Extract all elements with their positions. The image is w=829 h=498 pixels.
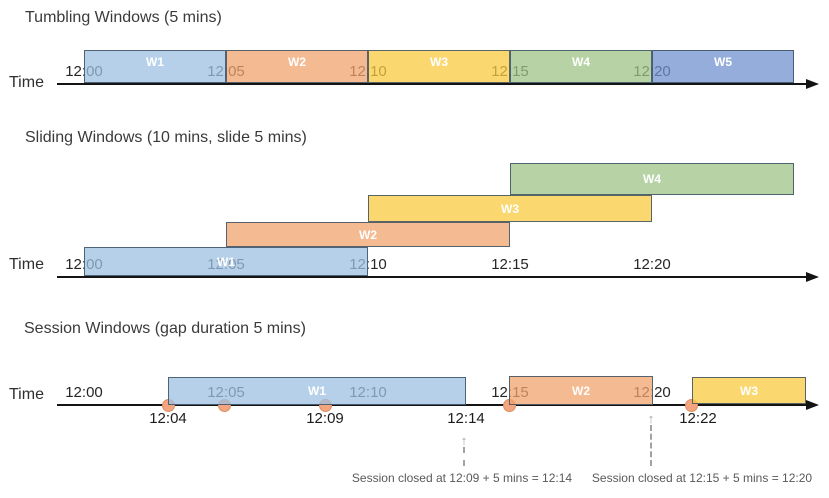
time-axis-caption-sliding: Time (9, 256, 44, 273)
window-bar-w3: W3 (368, 195, 652, 222)
up-arrow-icon: ↑ (647, 411, 655, 426)
section-title-session-windows: Session Windows (gap duration 5 mins) (24, 320, 306, 337)
section-title-sliding-windows: Sliding Windows (10 mins, slide 5 mins) (25, 129, 307, 146)
window-bar-w1: W1 (84, 247, 368, 276)
window-bar-w2: W2 (226, 50, 368, 83)
window-label: W3 (501, 201, 519, 216)
axis-tick-label: 12:15 (491, 256, 529, 273)
dashed-arrow-line (650, 425, 652, 466)
window-bar-w4: W4 (510, 50, 652, 83)
window-label: W5 (714, 55, 732, 69)
time-axis-arrowhead-icon (806, 79, 819, 89)
event-time-label: 12:04 (149, 410, 187, 427)
window-label: W1 (308, 384, 326, 398)
window-bar-w2: W2 (226, 222, 510, 247)
time-axis-arrowhead-icon (806, 272, 819, 282)
up-arrow-icon: ↑ (460, 433, 468, 448)
window-label: W2 (359, 227, 377, 242)
event-time-label: 12:09 (306, 410, 344, 427)
time-axis-caption-tumbling: Time (9, 74, 44, 91)
session-closed-note: Session closed at 12:15 + 5 mins = 12:20 (591, 471, 813, 485)
time-axis-caption-session: Time (9, 386, 44, 403)
window-label: W2 (572, 383, 590, 398)
window-label: W3 (740, 383, 758, 398)
dashed-arrow-line (463, 447, 465, 466)
window-label: W4 (643, 172, 661, 186)
window-bar-w4: W4 (510, 163, 794, 195)
time-axis (57, 276, 806, 278)
window-label: W2 (288, 55, 306, 69)
time-axis (57, 83, 806, 85)
window-bar-w3: W3 (692, 377, 806, 404)
window-label: W4 (572, 55, 590, 69)
window-bar-w1: W1 (168, 377, 466, 405)
window-label: W1 (217, 254, 235, 269)
session-closed-note: Session closed at 12:09 + 5 mins = 12:14 (351, 471, 573, 485)
axis-tick-label: 12:20 (633, 256, 671, 273)
time-axis (57, 404, 806, 406)
section-title-tumbling-windows: Tumbling Windows (5 mins) (25, 9, 222, 26)
window-bar-w1: W1 (84, 50, 226, 83)
window-label: W3 (430, 55, 448, 69)
event-time-label: 12:14 (447, 410, 485, 427)
window-bar-w5: W5 (652, 50, 794, 83)
axis-tick-label: 12:00 (65, 384, 103, 401)
window-label: W1 (146, 55, 164, 69)
event-time-label: 12:22 (679, 410, 717, 427)
window-bar-w2: W2 (509, 376, 653, 405)
window-bar-w3: W3 (368, 50, 510, 83)
time-axis-arrowhead-icon (806, 400, 819, 410)
